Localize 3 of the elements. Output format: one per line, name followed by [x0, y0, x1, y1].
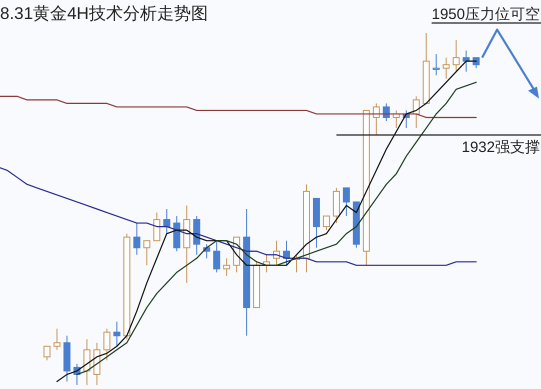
chart-title: 8.31黄金4H技术分析走势图: [0, 4, 208, 23]
annotation: 1932强支撑: [462, 139, 540, 156]
text: 1950压力位可空: [432, 6, 540, 23]
